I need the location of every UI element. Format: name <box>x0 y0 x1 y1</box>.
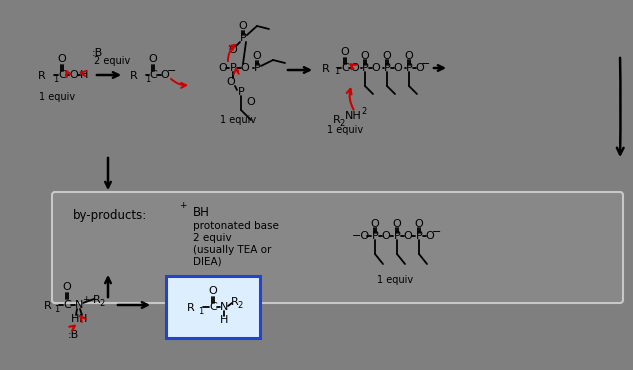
Text: O: O <box>253 51 261 61</box>
Text: C: C <box>63 300 71 310</box>
FancyBboxPatch shape <box>166 276 260 338</box>
Text: O: O <box>63 282 72 292</box>
FancyBboxPatch shape <box>52 192 623 303</box>
Text: +: + <box>82 296 90 305</box>
Text: P: P <box>230 63 236 73</box>
Text: −: − <box>432 227 442 237</box>
Text: O: O <box>70 70 78 80</box>
Text: :B: :B <box>91 48 103 58</box>
Text: P: P <box>384 63 391 73</box>
Text: 1: 1 <box>53 74 58 84</box>
Text: BH: BH <box>193 205 210 219</box>
Text: R: R <box>130 71 138 81</box>
Text: protonated base: protonated base <box>193 221 279 231</box>
Text: 2 equiv: 2 equiv <box>193 233 232 243</box>
Text: O: O <box>371 219 379 229</box>
Text: C: C <box>149 70 157 80</box>
Text: 1: 1 <box>54 306 60 314</box>
Text: 2: 2 <box>339 120 344 128</box>
Text: O: O <box>247 97 255 107</box>
Text: C: C <box>209 302 217 312</box>
Text: 2: 2 <box>99 299 104 309</box>
Text: C: C <box>341 63 349 73</box>
Text: (usually TEA or: (usually TEA or <box>193 245 272 255</box>
Text: P: P <box>372 231 379 241</box>
Text: R: R <box>44 301 52 311</box>
Text: O: O <box>361 51 370 61</box>
Text: O: O <box>58 54 66 64</box>
Text: P: P <box>240 33 246 43</box>
Text: O: O <box>149 54 158 64</box>
Text: O: O <box>415 219 423 229</box>
Text: R: R <box>322 64 330 74</box>
Text: by-products:: by-products: <box>73 209 147 222</box>
Text: O: O <box>209 286 217 296</box>
Text: H: H <box>80 70 88 80</box>
Text: 1 equiv: 1 equiv <box>377 275 413 285</box>
Text: O: O <box>382 51 391 61</box>
Text: O: O <box>161 70 170 80</box>
Text: +: + <box>179 201 187 209</box>
Text: P: P <box>361 63 368 73</box>
Text: P: P <box>406 63 412 73</box>
Text: 1: 1 <box>334 67 340 77</box>
Text: :B: :B <box>67 330 78 340</box>
Text: R: R <box>38 71 46 81</box>
Text: H: H <box>220 315 228 325</box>
Text: O: O <box>392 219 401 229</box>
Text: O: O <box>227 77 235 87</box>
Text: 1: 1 <box>198 307 204 316</box>
Text: −: − <box>422 59 430 69</box>
Text: H: H <box>71 314 79 324</box>
Text: −O: −O <box>352 231 370 241</box>
Text: P: P <box>254 63 260 73</box>
Text: O: O <box>394 63 403 73</box>
Text: O: O <box>416 63 424 73</box>
Text: R: R <box>231 297 239 307</box>
Text: 2 equiv: 2 equiv <box>94 56 130 66</box>
Text: H: H <box>79 314 87 324</box>
Text: −: − <box>167 66 177 76</box>
Text: O: O <box>404 51 413 61</box>
Text: O: O <box>241 63 249 73</box>
Text: 1 equiv: 1 equiv <box>39 92 75 102</box>
Text: N: N <box>220 302 228 312</box>
Text: P: P <box>416 231 422 241</box>
Text: R: R <box>93 295 101 305</box>
Text: R: R <box>187 303 195 313</box>
Text: 1 equiv: 1 equiv <box>327 125 363 135</box>
Text: O: O <box>425 231 434 241</box>
Text: 1: 1 <box>145 74 150 84</box>
Text: 2: 2 <box>237 302 242 310</box>
Text: P: P <box>237 87 244 97</box>
Text: O: O <box>404 231 412 241</box>
Text: N: N <box>75 300 83 310</box>
Text: 1 equiv: 1 equiv <box>220 115 256 125</box>
Text: O: O <box>229 45 237 55</box>
Text: P: P <box>394 231 401 241</box>
Text: NH: NH <box>344 111 361 121</box>
Text: O: O <box>239 21 248 31</box>
Text: 2: 2 <box>361 108 367 117</box>
Text: C: C <box>58 70 66 80</box>
Text: DIEA): DIEA) <box>193 257 222 267</box>
Text: O: O <box>372 63 380 73</box>
Text: O: O <box>218 63 227 73</box>
Text: R: R <box>333 115 341 125</box>
Text: O: O <box>351 63 360 73</box>
Text: O: O <box>341 47 349 57</box>
Text: O: O <box>382 231 391 241</box>
